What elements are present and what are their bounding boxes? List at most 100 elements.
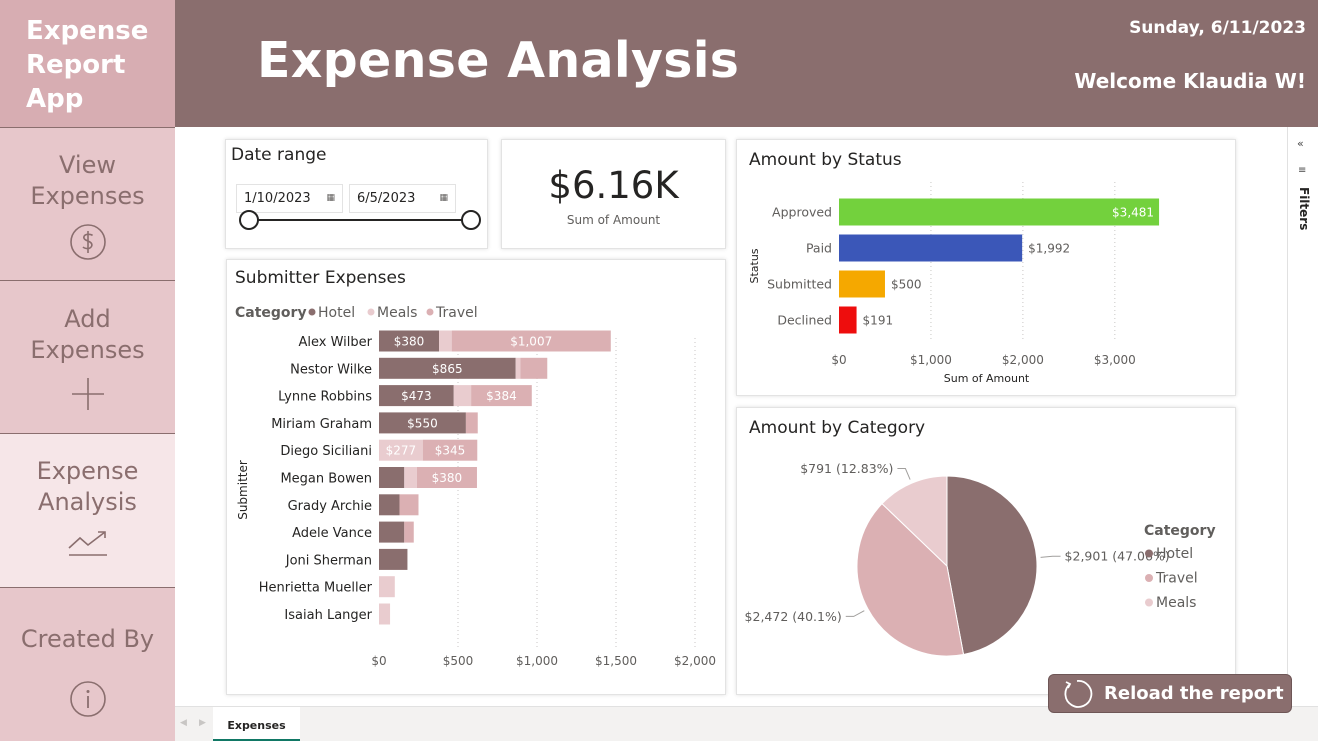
data-label: $3,481	[1112, 206, 1154, 220]
y-category-label: Miriam Graham	[271, 417, 372, 432]
page-title: Expense Analysis	[257, 32, 739, 89]
filter-icon: ≡	[1298, 165, 1306, 176]
chart-title: Amount by Category	[749, 418, 925, 438]
data-label: $1,992	[1028, 242, 1070, 256]
x-tick-label: $1,000	[516, 654, 558, 668]
x-axis-title: Sum of Amount	[944, 372, 1030, 385]
data-label: $2,472 (40.1%)	[745, 609, 842, 624]
legend-label: Meals	[377, 305, 417, 321]
trend-chart-icon	[67, 528, 109, 558]
report-canvas: Date range 1/10/2023 ▦ 6/5/2023 ▦ $6.16K…	[175, 127, 1287, 706]
plus-icon	[70, 376, 106, 412]
amount-by-status-chart: Amount by Status$0 $1,000 $2,000 $3,000Sum …	[737, 140, 1237, 397]
nav-view-expenses-button[interactable]: View Expenses	[0, 127, 175, 280]
date-slider-start-handle[interactable]	[239, 210, 259, 230]
chevron-left-icon[interactable]: ◀	[180, 718, 187, 728]
nav-add-expenses-label: Add Expenses	[0, 304, 175, 366]
legend-title: Category	[235, 305, 307, 321]
bar-segment	[439, 331, 452, 352]
date-slider-end-handle[interactable]	[461, 210, 481, 230]
bar-segment	[400, 494, 419, 515]
data-label: $791 (12.83%)	[800, 461, 893, 476]
leader-line	[846, 611, 865, 617]
y-category-label: Submitted	[767, 277, 832, 292]
filters-label: Filters	[1297, 187, 1311, 230]
bar	[839, 235, 1022, 262]
filters-pane[interactable]: « ≡ Filters	[1287, 127, 1318, 706]
amount-by-status-card: Amount by Status $0 $1,000 $2,000 $3,000 Sum …	[736, 139, 1236, 396]
submitter-expenses-card: Submitter Expenses Category Hotel Meals Trav…	[226, 259, 726, 695]
leader-line	[897, 468, 910, 479]
x-tick-label: $0	[831, 353, 846, 367]
amount-by-category-card: Amount by Category $2,901 (47.06%) $2,472 …	[736, 407, 1236, 695]
y-category-label: Joni Sherman	[285, 553, 372, 568]
info-icon	[68, 679, 108, 719]
data-label: $473	[401, 389, 432, 403]
chart-title: Submitter Expenses	[235, 268, 406, 288]
data-label: $1,007	[510, 335, 552, 349]
data-label: $191	[863, 314, 894, 328]
y-category-label: Adele Vance	[292, 526, 372, 541]
kpi-label: Sum of Amount	[502, 213, 725, 227]
kpi-value: $6.16K	[502, 164, 725, 207]
reload-report-label: Reload the report	[1104, 683, 1284, 704]
legend-label: Meals	[1156, 595, 1196, 611]
submitter-expenses-chart: Submitter Expenses Category Hotel Meals Trav…	[227, 260, 727, 696]
kpi-card: $6.16K Sum of Amount	[501, 139, 726, 249]
y-category-label: Lynne Robbins	[278, 390, 372, 405]
chevron-left-icon[interactable]: «	[1297, 137, 1304, 150]
nav-expense-analysis-button[interactable]: Expense Analysis	[0, 433, 175, 587]
calendar-icon[interactable]: ▦	[326, 193, 335, 203]
tab-expenses[interactable]: Expenses	[213, 707, 300, 741]
data-label: $277	[386, 444, 417, 458]
chart-title: Amount by Status	[749, 150, 902, 170]
date-slider-track[interactable]	[249, 219, 471, 221]
y-category-label: Grady Archie	[288, 499, 372, 514]
nav-add-expenses-button[interactable]: Add Expenses	[0, 280, 175, 433]
y-category-label: Declined	[777, 313, 832, 328]
x-tick-label: $3,000	[1094, 353, 1136, 367]
legend-title: Category	[1144, 523, 1216, 539]
x-tick-label: $2,000	[674, 654, 716, 668]
data-label: $345	[435, 444, 466, 458]
bar-segment	[516, 358, 521, 379]
app-nav: Expense Report App View Expenses Add Exp…	[0, 0, 175, 741]
y-category-label: Isaiah Langer	[284, 608, 372, 623]
bar-segment	[379, 576, 395, 597]
nav-created-by-label: Created By	[0, 624, 175, 655]
bar	[839, 271, 885, 298]
bar-segment	[404, 467, 417, 488]
amount-by-category-chart: Amount by Category $2,901 (47.06%) $2,472 …	[737, 408, 1237, 696]
data-label: $500	[891, 278, 922, 292]
calendar-icon[interactable]: ▦	[439, 193, 448, 203]
legend-marker	[1145, 599, 1153, 607]
chevron-right-icon[interactable]: ▶	[199, 718, 206, 728]
dollar-icon	[68, 222, 108, 262]
nav-expense-analysis-label: Expense Analysis	[0, 456, 175, 518]
leader-line	[1041, 556, 1061, 557]
y-category-label: Megan Bowen	[280, 472, 372, 487]
x-tick-label: $500	[443, 654, 474, 668]
start-date-input[interactable]: 1/10/2023 ▦	[236, 184, 343, 213]
nav-created-by-button[interactable]: Created By	[0, 587, 175, 741]
welcome-message: Welcome Klaudia W!	[1074, 69, 1306, 93]
bar-segment	[454, 385, 471, 406]
pie-slice	[947, 476, 1037, 654]
refresh-icon	[1061, 678, 1093, 710]
y-category-label: Diego Siciliani	[280, 444, 372, 459]
x-tick-label: $0	[371, 654, 386, 668]
reload-report-button[interactable]: Reload the report	[1048, 674, 1292, 713]
legend-marker	[368, 309, 375, 316]
date-range-title: Date range	[231, 145, 326, 165]
y-category-label: Henrietta Mueller	[259, 581, 373, 596]
y-category-label: Nestor Wilke	[290, 362, 372, 377]
data-label: $380	[394, 335, 425, 349]
data-label: $380	[432, 471, 463, 485]
bar-segment	[379, 494, 400, 515]
end-date-value: 6/5/2023	[357, 191, 415, 206]
page-header: Expense Analysis Sunday, 6/11/2023 Welco…	[175, 0, 1318, 127]
legend-marker	[309, 309, 316, 316]
end-date-input[interactable]: 6/5/2023 ▦	[349, 184, 456, 213]
y-category-label: Approved	[772, 205, 832, 220]
bar	[839, 307, 857, 334]
